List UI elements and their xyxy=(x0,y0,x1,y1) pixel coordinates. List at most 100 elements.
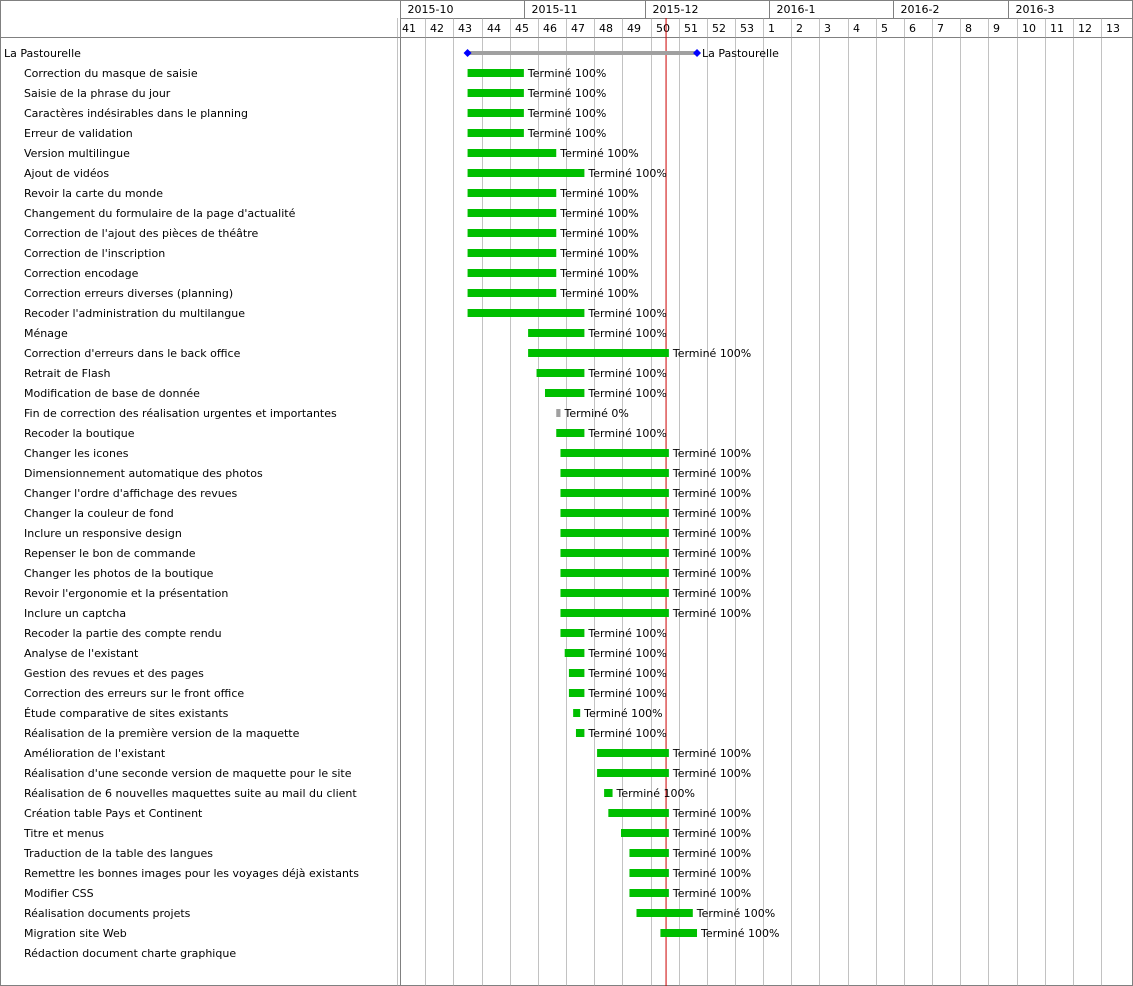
task-name: Modifier CSS xyxy=(24,887,94,900)
task-bar xyxy=(467,169,585,177)
task-name: Changement du formulaire de la page d'ac… xyxy=(24,207,296,220)
task-name: Rédaction document charte graphique xyxy=(24,947,236,960)
milestone-marker xyxy=(693,49,702,57)
task-bar xyxy=(597,769,669,777)
task-status-label: Terminé 100% xyxy=(672,587,751,600)
task-name: Retrait de Flash xyxy=(24,367,110,380)
task-name: Ménage xyxy=(24,327,68,340)
task-status-label: Terminé 100% xyxy=(587,367,666,380)
task-bar xyxy=(467,149,557,157)
task-name: Dimensionnement automatique des photos xyxy=(24,467,263,480)
task-bar xyxy=(556,409,561,417)
week-tick-label: 49 xyxy=(627,22,641,35)
task-status-label: Terminé 0% xyxy=(563,407,628,420)
week-tick-label: 7 xyxy=(937,22,944,35)
month-label: 2016-1 xyxy=(777,3,816,16)
task-name: Traduction de la table des langues xyxy=(23,847,213,860)
task-status-label: Terminé 100% xyxy=(672,347,751,360)
task-name: Ajout de vidéos xyxy=(24,167,109,180)
task-name: Réalisation de la première version de la… xyxy=(24,727,300,740)
task-bar xyxy=(528,329,585,337)
task-bar xyxy=(544,389,585,397)
summary-bar-label: La Pastourelle xyxy=(702,47,779,60)
task-bar xyxy=(467,89,524,97)
week-tick-label: 42 xyxy=(430,22,444,35)
summary-task-name: La Pastourelle xyxy=(4,47,81,60)
task-name: Caractères indésirables dans le planning xyxy=(24,107,248,120)
task-status-label: Terminé 100% xyxy=(672,607,751,620)
task-status-label: Terminé 100% xyxy=(527,67,606,80)
task-bar xyxy=(608,809,669,817)
task-status-label: Terminé 100% xyxy=(672,527,751,540)
week-tick-label: 46 xyxy=(543,22,557,35)
task-name: Correction erreurs diverses (planning) xyxy=(24,287,233,300)
week-tick-label: 10 xyxy=(1022,22,1036,35)
task-status-label: Terminé 100% xyxy=(672,807,751,820)
task-bar xyxy=(597,749,669,757)
task-name: Recoder la boutique xyxy=(24,427,135,440)
task-bar xyxy=(536,369,585,377)
task-bar xyxy=(467,209,557,217)
task-bar xyxy=(560,509,669,517)
task-status-label: Terminé 100% xyxy=(672,847,751,860)
task-name: Correction d'erreurs dans le back office xyxy=(24,347,241,360)
task-bar xyxy=(467,309,585,317)
task-bar xyxy=(467,189,557,197)
task-bar xyxy=(467,69,524,77)
task-name: Saisie de la phrase du jour xyxy=(24,87,171,100)
task-status-label: Terminé 100% xyxy=(559,227,638,240)
task-status-label: Terminé 100% xyxy=(616,787,695,800)
task-status-label: Terminé 100% xyxy=(672,487,751,500)
task-status-label: Terminé 100% xyxy=(672,507,751,520)
task-status-label: Terminé 100% xyxy=(527,127,606,140)
task-status-label: Terminé 100% xyxy=(559,187,638,200)
task-status-label: Terminé 100% xyxy=(587,167,666,180)
week-tick-label: 41 xyxy=(402,22,416,35)
week-tick-label: 11 xyxy=(1050,22,1064,35)
task-bar xyxy=(560,609,669,617)
task-name: Repenser le bon de commande xyxy=(24,547,196,560)
task-bar xyxy=(604,789,613,797)
task-status-label: Terminé 100% xyxy=(672,547,751,560)
task-name: Revoir la carte du monde xyxy=(24,187,163,200)
task-name: Étude comparative de sites existants xyxy=(24,707,229,720)
task-bar xyxy=(560,449,669,457)
task-status-label: Terminé 100% xyxy=(527,107,606,120)
task-status-label: Terminé 100% xyxy=(559,267,638,280)
task-bar xyxy=(560,489,669,497)
task-name: Amélioration de l'existant xyxy=(24,747,166,760)
task-name: Modification de base de donnée xyxy=(24,387,200,400)
week-tick-label: 4 xyxy=(853,22,860,35)
task-name: Recoder l'administration du multilangue xyxy=(24,307,245,320)
task-bar xyxy=(629,869,669,877)
task-status-label: Terminé 100% xyxy=(559,147,638,160)
task-status-label: Terminé 100% xyxy=(559,287,638,300)
task-status-label: Terminé 100% xyxy=(672,467,751,480)
task-bar xyxy=(568,669,585,677)
task-bar xyxy=(467,229,557,237)
task-status-label: Terminé 100% xyxy=(672,827,751,840)
task-name: Version multilingue xyxy=(24,147,130,160)
task-status-label: Terminé 100% xyxy=(700,927,779,940)
week-tick-label: 2 xyxy=(796,22,803,35)
week-tick-label: 6 xyxy=(909,22,916,35)
task-bar xyxy=(660,929,698,937)
task-bar xyxy=(564,649,585,657)
week-tick-label: 45 xyxy=(515,22,529,35)
milestone-marker xyxy=(463,49,472,57)
task-name: Correction encodage xyxy=(24,267,139,280)
task-name: Erreur de validation xyxy=(24,127,133,140)
task-name: Correction des erreurs sur le front offi… xyxy=(24,687,244,700)
task-status-label: Terminé 100% xyxy=(672,887,751,900)
month-label: 2016-3 xyxy=(1016,3,1055,16)
week-tick-label: 44 xyxy=(487,22,501,35)
task-bar xyxy=(575,729,585,737)
task-bar xyxy=(560,569,669,577)
task-bar xyxy=(629,889,669,897)
task-status-label: Terminé 100% xyxy=(672,767,751,780)
task-bar xyxy=(568,689,585,697)
task-bar xyxy=(528,349,669,357)
week-tick-label: 13 xyxy=(1106,22,1120,35)
month-label: 2015-11 xyxy=(532,3,578,16)
task-bar xyxy=(560,549,669,557)
